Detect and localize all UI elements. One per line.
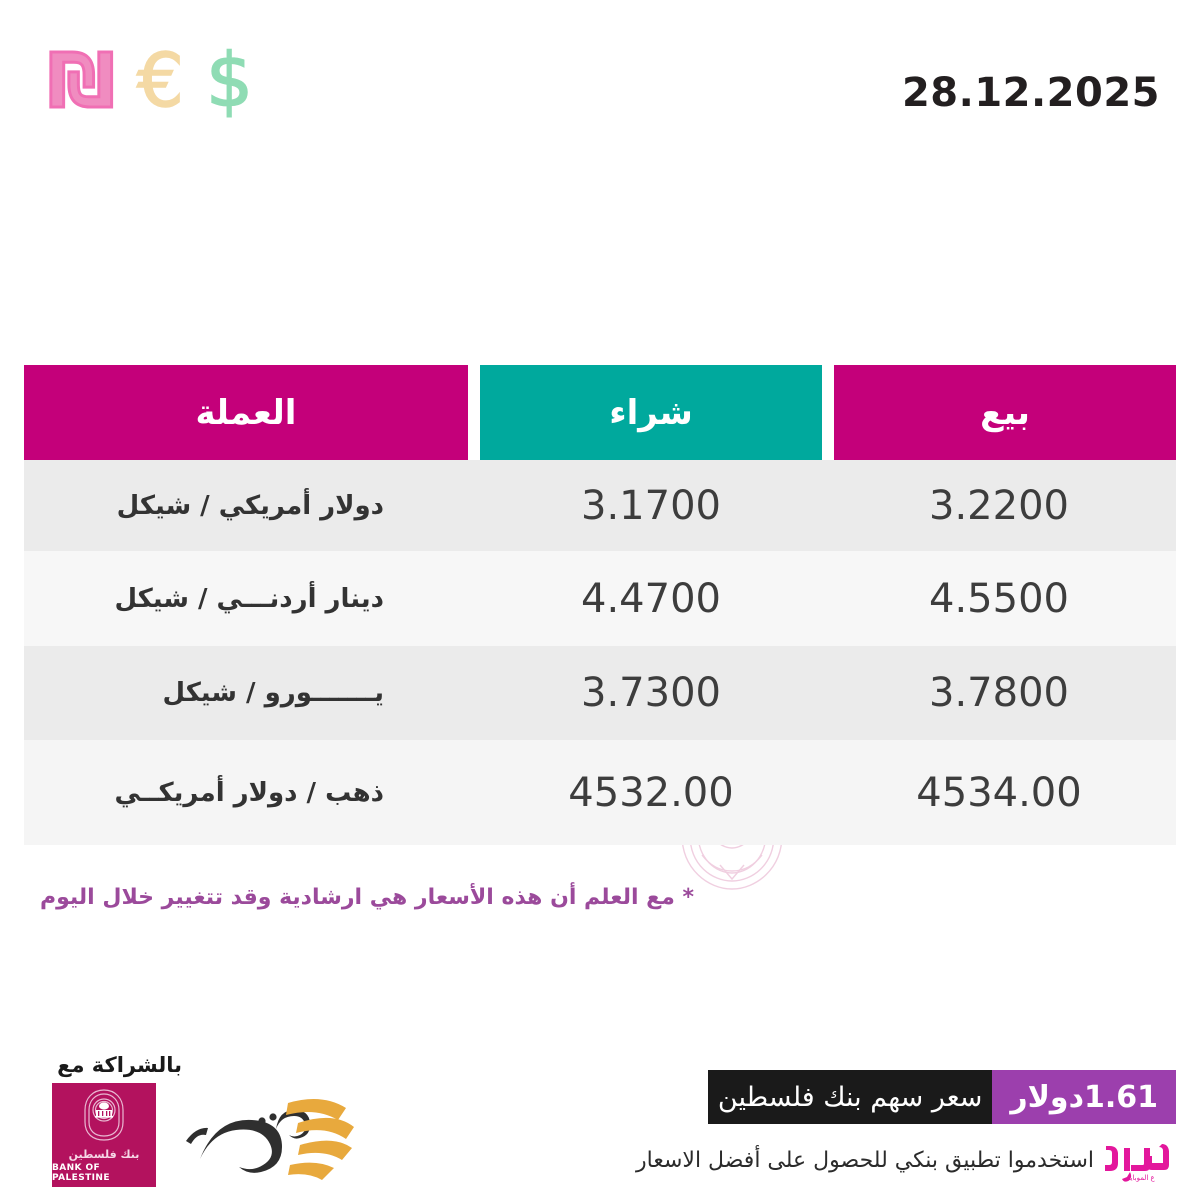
stock-price-value: 1.61دولار xyxy=(992,1070,1176,1124)
cell-sell: 3.7800 xyxy=(929,670,1069,716)
partnership-label: بالشراكة مع xyxy=(57,1053,182,1077)
bank-logo-arabic: بنك فلسطين xyxy=(68,1147,140,1161)
dollar-sign-icon: $ xyxy=(205,38,254,124)
column-header-buy: شراء xyxy=(480,365,822,460)
bankey-app-logo: ع الموبايل xyxy=(1105,1144,1169,1182)
disclaimer-note: * مع العلم أن هذه الأسعار هي ارشادية وقد… xyxy=(40,885,694,910)
cell-currency: دولار أمريكي / شيكل xyxy=(116,490,384,521)
cell-currency: ذهب / دولار أمريكــي xyxy=(114,777,384,808)
cell-buy: 4532.00 xyxy=(568,769,734,816)
app-promo-text: استخدموا تطبيق بنكي للحصول على أفضل الاس… xyxy=(636,1147,1094,1173)
table-row: 4534.00 4532.00 ذهب / دولار أمريكــي xyxy=(24,740,1176,845)
footer-partnership: بالشراكة مع بنك فلسطين BANK OF PALEST xyxy=(40,1045,410,1195)
euro-sign-icon: € xyxy=(136,38,185,124)
app-promo-row: ع الموبايل استخدموا تطبيق بنكي للحصول عل… xyxy=(636,1138,1176,1182)
stock-name-label: سعر سهم بنك فلسطين xyxy=(708,1070,993,1124)
bank-logo-english: BANK OF PALESTINE xyxy=(52,1162,110,1183)
column-header-sell: بيع xyxy=(834,365,1176,460)
cell-sell: 4534.00 xyxy=(916,769,1082,816)
footer-stock-info: 1.61دولار سعر سهم بنك فلسطين ع الموبايل … xyxy=(636,1070,1176,1182)
cell-buy: 3.1700 xyxy=(581,482,721,529)
cell-currency: دينار أردنـــي / شيكل xyxy=(114,583,384,614)
sada-news-logo xyxy=(186,1099,354,1180)
table-header-row: بيع شراء العملة xyxy=(24,365,1176,460)
page-header: $ € ₪ 28.12.2025 xyxy=(0,0,1200,180)
table-row: 3.2200 3.1700 دولار أمريكي / شيكل xyxy=(24,460,1176,551)
exchange-rates-table: بيع شراء العملة xyxy=(24,365,1176,890)
cell-buy: 4.4700 xyxy=(581,575,721,622)
stock-price-badge: 1.61دولار سعر سهم بنك فلسطين xyxy=(708,1070,1176,1124)
bank-of-palestine-logo: بنك فلسطين BANK OF PALESTINE xyxy=(52,1083,156,1187)
currency-icon-group: $ € ₪ xyxy=(47,38,254,124)
column-header-currency: العملة xyxy=(24,365,468,460)
date-label: 28.12.2025 xyxy=(901,70,1160,116)
table-body: 3.2200 3.1700 دولار أمريكي / شيكل 4.5500… xyxy=(24,460,1176,890)
shekel-sign-icon: ₪ xyxy=(47,38,117,124)
svg-text:ع الموبايل: ع الموبايل xyxy=(1125,1174,1155,1182)
table-row: 4.5500 4.4700 دينار أردنـــي / شيكل xyxy=(24,551,1176,646)
cell-sell: 4.5500 xyxy=(929,575,1069,622)
cell-buy: 3.7300 xyxy=(581,670,721,716)
cell-currency: يـــــــورو / شيكل xyxy=(162,678,384,708)
table-row: 3.7800 3.7300 يـــــــورو / شيكل xyxy=(24,646,1176,740)
bank-emblem-icon xyxy=(84,1088,124,1141)
cell-sell: 3.2200 xyxy=(929,482,1069,529)
